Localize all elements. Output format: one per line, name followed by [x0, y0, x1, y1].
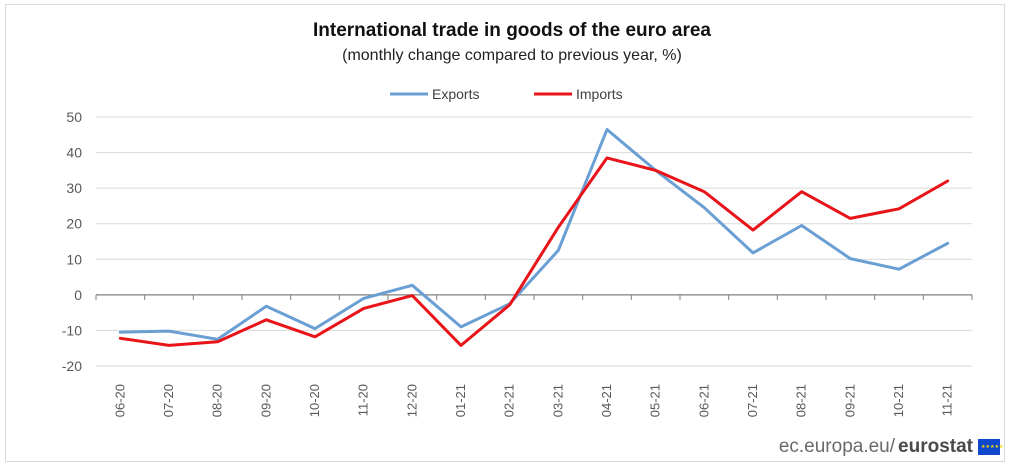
x-tick-label: 08-21: [794, 384, 809, 417]
eu-flag-icon: ★★★★★: [978, 439, 1003, 455]
x-tick-label: 01-21: [453, 384, 468, 417]
legend: Exports Imports: [390, 86, 623, 102]
x-axis-ticks: 06-20 07-20 08-20 09-20 10-20 11-20 12-20 01-21…: [112, 384, 954, 417]
gridlines: [96, 116, 972, 367]
x-tick-label: 10-21: [891, 384, 906, 417]
legend-label-exports: Exports: [432, 86, 479, 102]
x-tick-label: 07-21: [745, 384, 760, 417]
chart-title: International trade in goods of the euro…: [313, 20, 711, 41]
y-tick-label: 50: [66, 109, 82, 125]
x-tick-label: 12-20: [404, 384, 419, 417]
x-tick-label: 09-20: [258, 384, 273, 417]
y-tick-label: -20: [62, 358, 82, 374]
y-tick-label: 30: [66, 180, 82, 196]
x-tick-label: 09-21: [842, 384, 857, 417]
source-footer: ec.europa.eu/eurostat ★★★★★: [778, 436, 1004, 458]
x-axis: [95, 294, 973, 300]
x-tick-label: 07-20: [161, 384, 176, 417]
legend-label-imports: Imports: [576, 86, 623, 102]
x-tick-label: 10-20: [307, 384, 322, 417]
x-tick-label: 06-20: [112, 384, 127, 417]
y-tick-label: 20: [66, 216, 82, 232]
x-tick-label: 05-21: [648, 384, 663, 417]
x-tick-label: 04-21: [599, 384, 614, 417]
x-tick-label: 06-21: [696, 384, 711, 417]
y-tick-label: 40: [66, 145, 82, 161]
x-tick-label: 11-21: [940, 384, 955, 416]
chart-subtitle: (monthly change compared to previous yea…: [342, 47, 682, 64]
y-tick-label: 0: [74, 287, 82, 303]
series-lines: [118, 128, 950, 347]
chart-frame: [5, 4, 1005, 462]
x-tick-label: 08-20: [210, 384, 225, 417]
y-tick-label: -10: [62, 322, 82, 338]
source-site: ec.europa.eu/: [778, 436, 896, 457]
x-tick-label: 03-21: [550, 384, 565, 417]
series-line-exports: [118, 128, 950, 341]
source-brand: eurostat: [898, 436, 973, 457]
series-line-imports: [118, 156, 950, 347]
x-tick-label: 11-20: [356, 384, 371, 416]
y-axis-ticks: 50 40 30 20 10 0 -10 -20: [62, 109, 82, 374]
x-tick-label: 02-21: [502, 384, 517, 417]
y-tick-label: 10: [66, 251, 82, 267]
